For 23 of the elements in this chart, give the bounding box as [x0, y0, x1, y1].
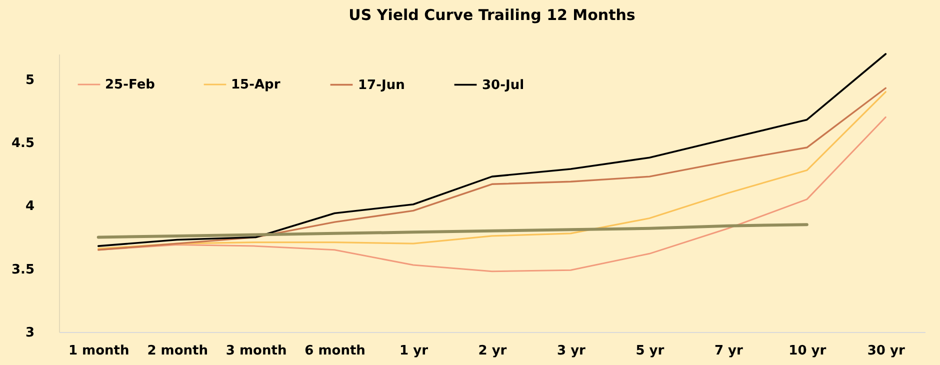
- y-tick-label: 4: [25, 199, 34, 214]
- x-tick-label: 10 yr: [788, 344, 827, 358]
- x-tick-label: 3 month: [226, 344, 287, 358]
- y-tick-label: 3: [25, 326, 34, 340]
- legend-label: 25-Feb: [105, 78, 155, 92]
- y-tick-label: 4.5: [11, 136, 34, 151]
- x-tick-label: 2 month: [147, 344, 208, 358]
- chart-title: US Yield Curve Trailing 12 Months: [348, 6, 636, 24]
- x-tick-label: 3 yr: [556, 344, 586, 358]
- x-tick-label: 30 yr: [867, 344, 906, 358]
- y-tick-label: 3.5: [11, 262, 34, 278]
- legend-label: 15-Apr: [231, 78, 281, 92]
- x-tick-label: 1 month: [68, 344, 130, 358]
- x-tick-label: 2 yr: [478, 344, 508, 358]
- x-tick-label: 7 yr: [714, 344, 744, 358]
- legend-label: 30-Jul: [482, 78, 524, 93]
- x-tick-label: 1 yr: [400, 344, 429, 358]
- line-series: [97, 53, 887, 247]
- legend-label: 17-Jun: [358, 78, 405, 93]
- line-series: [96, 223, 808, 239]
- x-tick-label: 6 month: [304, 344, 366, 358]
- x-tick-label: 5 yr: [636, 344, 665, 358]
- y-tick-label: 5: [25, 72, 34, 88]
